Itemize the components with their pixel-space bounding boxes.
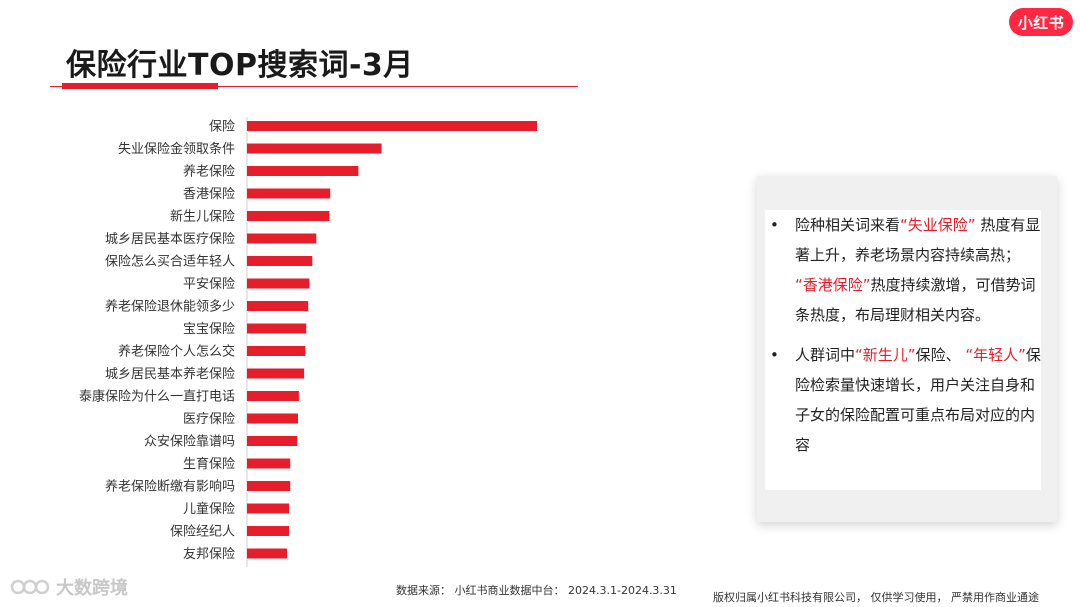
search-terms-bar-chart: 保险失业保险金领取条件养老保险香港保险新生儿保险城乡居民基本医疗保险保险怎么买合… xyxy=(79,117,537,567)
insight-1-highlight-1: “失业保险” xyxy=(900,216,976,234)
bar-14 xyxy=(247,413,298,424)
category-label-12: 城乡居民基本养老保险 xyxy=(105,366,235,382)
bar-18 xyxy=(247,503,289,514)
bar-4 xyxy=(247,188,331,199)
watermark: 大数跨境 xyxy=(10,574,128,600)
bar-9 xyxy=(247,301,309,311)
bar-20 xyxy=(247,548,287,559)
insight-bullet-2: • 人群词中“新生儿”保险、 “年轻人”保险检索量快速增长，用户关注自身和子女的… xyxy=(765,340,1041,460)
bar-19 xyxy=(247,526,289,536)
bullet-dot-icon: • xyxy=(770,346,779,364)
bar-3 xyxy=(247,166,359,176)
bar-1 xyxy=(247,121,537,131)
insight-1-text-start: 险种相关词来看 xyxy=(795,216,901,234)
category-label-14: 医疗保险 xyxy=(183,412,235,427)
category-label-11: 养老保险个人怎么交 xyxy=(118,344,235,360)
bar-16 xyxy=(247,458,291,469)
insight-1-highlight-2: “香港保险” xyxy=(795,276,871,294)
title-underline-accent xyxy=(62,83,218,89)
category-label-18: 儿童保险 xyxy=(183,501,235,517)
category-label-9: 养老保险退休能领多少 xyxy=(105,299,235,315)
insight-2-text-end: 保险检索量快速增长，用户关注自身和子女的保险配置可重点布局对应的内容 xyxy=(795,346,1041,454)
watermark-logo-icon xyxy=(10,579,50,595)
category-label-19: 保险经纪人 xyxy=(170,525,235,540)
bar-11 xyxy=(247,346,306,356)
bullet-dot-icon: • xyxy=(770,216,779,234)
bar-17 xyxy=(247,481,291,491)
category-label-7: 保险怎么买合适年轻人 xyxy=(105,255,235,270)
bar-15 xyxy=(247,436,298,446)
category-label-16: 生育保险 xyxy=(183,456,235,472)
category-label-3: 养老保险 xyxy=(183,164,235,180)
insight-list: • 险种相关词来看“失业保险” 热度有显著上升，养老场景内容持续高热； “香港保… xyxy=(765,210,1041,460)
bar-7 xyxy=(247,256,313,266)
callout-text-box: • 险种相关词来看“失业保险” 热度有显著上升，养老场景内容持续高热； “香港保… xyxy=(765,210,1041,490)
insight-1-text-end: 热度持续激增，可借势词条热度，布局理财相关内容。 xyxy=(795,276,1036,324)
watermark-text: 大数跨境 xyxy=(56,578,128,599)
insight-1-text-mid: 热度有显著上升，养老场景内容持续高热； xyxy=(795,216,1041,264)
bar-2 xyxy=(247,143,382,154)
page-title: 保险行业TOP搜索词-3月 xyxy=(66,48,414,83)
copyright-note: 版权归属小红书科技有限公司， 仅供学习使用， 严禁用作商业通途 xyxy=(713,591,1039,604)
category-label-2: 失业保险金领取条件 xyxy=(118,141,235,157)
category-label-6: 城乡居民基本医疗保险 xyxy=(105,232,235,247)
category-label-8: 平安保险 xyxy=(183,277,235,292)
category-label-17: 养老保险断缴有影响吗 xyxy=(105,479,235,495)
data-source-note: 数据来源： 小红书商业数据中台： 2024.3.1-2024.3.31 xyxy=(396,584,677,597)
bar-8 xyxy=(247,278,310,289)
insight-2-text-mid: 保险、 xyxy=(915,346,961,364)
bar-13 xyxy=(247,391,299,401)
category-label-10: 宝宝保险 xyxy=(183,322,235,337)
bar-6 xyxy=(247,233,317,244)
title-underline xyxy=(50,86,578,87)
category-label-15: 众安保险靠谱吗 xyxy=(144,435,235,450)
insight-2-text-start: 人群词中 xyxy=(795,346,856,364)
category-label-5: 新生儿保险 xyxy=(170,209,235,225)
insight-2-highlight-1: “新生儿” xyxy=(855,346,916,364)
bar-12 xyxy=(247,368,305,379)
bar-5 xyxy=(247,211,330,221)
category-label-4: 香港保险 xyxy=(183,187,235,202)
category-label-13: 泰康保险为什么一直打电话 xyxy=(79,389,235,405)
category-label-20: 友邦保险 xyxy=(183,546,235,562)
insight-2-highlight-2: “年轻人” xyxy=(965,346,1026,364)
category-label-1: 保险 xyxy=(209,120,235,135)
insight-bullet-1: • 险种相关词来看“失业保险” 热度有显著上升，养老场景内容持续高热； “香港保… xyxy=(765,210,1041,330)
xiaohongshu-logo: 小红书 xyxy=(1009,8,1073,36)
bar-10 xyxy=(247,323,307,334)
